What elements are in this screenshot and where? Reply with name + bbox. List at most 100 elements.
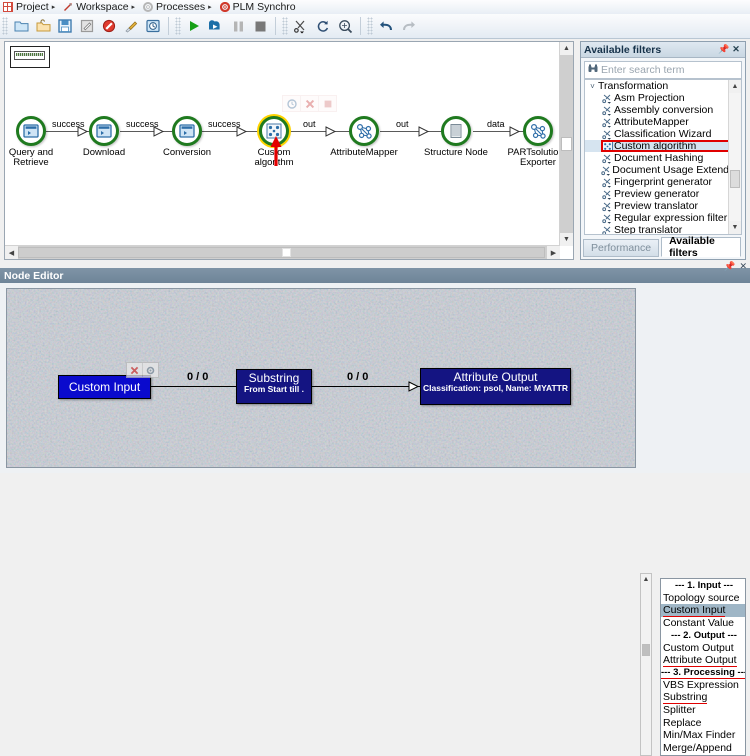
palette-item-merge-append[interactable]: Merge/Append: [661, 742, 745, 755]
scroll-right-icon[interactable]: ▶: [547, 246, 560, 259]
forbidden-icon[interactable]: [99, 16, 119, 36]
node-palette-list[interactable]: --- 1. Input --- Topology source Custom …: [660, 578, 746, 756]
close-icon[interactable]: ✕: [739, 261, 747, 271]
filter-search-box[interactable]: Enter search term: [584, 61, 742, 79]
scrollbar-thumb[interactable]: [730, 170, 740, 188]
redo-icon[interactable]: [398, 16, 418, 36]
delete-x-icon[interactable]: [127, 363, 143, 377]
clean-icon[interactable]: [121, 16, 141, 36]
stop-square-icon[interactable]: [319, 96, 336, 111]
palette-item-custom-input[interactable]: Custom Input: [661, 604, 745, 617]
run-icon[interactable]: [184, 16, 204, 36]
canvas-vertical-scrollbar[interactable]: ▲ ▼: [559, 42, 573, 246]
scroll-up-icon[interactable]: ▲: [560, 42, 573, 55]
process-node-attributemapper[interactable]: AttributeMapper: [327, 116, 401, 158]
filter-item-preview-translator[interactable]: Preview translator: [585, 200, 729, 212]
filter-item-assembly-conversion[interactable]: Assembly conversion: [585, 104, 729, 116]
node-editor-titlebar: Node Editor: [0, 268, 750, 283]
canvas-mini-node[interactable]: [10, 46, 50, 68]
filter-item-document-hashing[interactable]: Document Hashing: [585, 152, 729, 164]
palette-item-replace[interactable]: Replace: [661, 717, 745, 730]
edge-line: [46, 131, 102, 132]
node-editor-floating-toolbar[interactable]: [126, 362, 159, 378]
process-canvas-panel[interactable]: success success success out: [4, 41, 574, 260]
filter-item-custom-algorithm[interactable]: Custom algorithm: [585, 140, 729, 152]
available-filters-list[interactable]: ˅ Transformation Asm Projection Assembly…: [584, 79, 742, 235]
cut-icon[interactable]: [291, 16, 311, 36]
scrollbar-thumb[interactable]: [18, 247, 545, 258]
menu-item-plm-synchro[interactable]: PLM Synchro: [217, 0, 301, 14]
process-node-partsolutions-exporter[interactable]: PARTsolutions Exporter: [501, 116, 560, 168]
open-folder-icon[interactable]: [11, 16, 31, 36]
palette-item-constant-value[interactable]: Constant Value: [661, 617, 745, 630]
plm-synchro-icon: [219, 1, 230, 13]
filter-item-document-usage-extend[interactable]: Document Usage Extend: [585, 164, 729, 176]
edit-icon[interactable]: [77, 16, 97, 36]
canvas-horizontal-scrollbar[interactable]: ◀ ▶: [5, 245, 560, 259]
scroll-down-icon[interactable]: ▼: [729, 221, 741, 234]
filter-item-step-translator[interactable]: Step translator: [585, 224, 729, 234]
filter-item-attributemapper[interactable]: AttributeMapper: [585, 116, 729, 128]
filter-item-classification-wizard[interactable]: Classification Wizard: [585, 128, 729, 140]
delete-x-icon[interactable]: [301, 96, 319, 111]
filter-item-asm-projection[interactable]: Asm Projection: [585, 92, 729, 104]
palette-item-custom-output[interactable]: Custom Output: [661, 642, 745, 655]
palette-label: VBS Expression: [663, 679, 739, 692]
scroll-left-icon[interactable]: ◀: [5, 246, 18, 259]
filter-group-transformation[interactable]: ˅ Transformation: [585, 80, 729, 92]
toolbar-grip[interactable]: [367, 17, 373, 35]
close-icon[interactable]: ✕: [732, 44, 740, 54]
deploy-icon[interactable]: [206, 16, 226, 36]
node-editor-canvas-scrollbar[interactable]: ▲: [640, 573, 652, 756]
process-node-query-and-retrieve[interactable]: Query and Retrieve: [5, 116, 68, 168]
refresh-icon[interactable]: [313, 16, 333, 36]
node-editor-canvas[interactable]: 0 / 0 0 / 0 Custom Input Substring From …: [6, 288, 636, 468]
node-custom-input[interactable]: Custom Input: [58, 375, 151, 399]
filter-item-preview-generator[interactable]: Preview generator: [585, 188, 729, 200]
stop-icon[interactable]: [250, 16, 270, 36]
search-input[interactable]: Enter search term: [601, 64, 685, 76]
tab-available-filters[interactable]: Available filters: [661, 235, 741, 259]
node-editor-title: Node Editor: [4, 269, 64, 282]
filters-list-scrollbar[interactable]: ▲ ▼: [728, 80, 741, 234]
filter-item-regular-expression-filter[interactable]: Regular expression filter: [585, 212, 729, 224]
pause-icon[interactable]: [228, 16, 248, 36]
menu-item-project[interactable]: Project ▸: [0, 0, 60, 14]
chevron-down-icon[interactable]: ˅: [590, 81, 595, 91]
pin-icon[interactable]: 📌: [724, 261, 736, 271]
pin-icon[interactable]: 📌: [718, 44, 730, 54]
palette-item-substring[interactable]: Substring: [661, 691, 745, 705]
process-node-structure-node[interactable]: Structure Node: [419, 116, 493, 158]
palette-item-topology-source[interactable]: Topology source: [661, 592, 745, 605]
settings-gear-icon[interactable]: [143, 363, 158, 377]
node-substring[interactable]: Substring From Start till .: [236, 369, 312, 404]
save-icon[interactable]: [55, 16, 75, 36]
scrollbar-thumb[interactable]: [642, 644, 650, 656]
process-node-download[interactable]: Download: [67, 116, 141, 158]
toolbar-grip[interactable]: [282, 17, 288, 35]
tab-performance[interactable]: Performance: [583, 239, 660, 257]
menu-item-workspace[interactable]: Workspace ▸: [60, 0, 140, 14]
palette-item-min-max-finder[interactable]: Min/Max Finder: [661, 729, 745, 742]
node-attribute-output[interactable]: Attribute Output Classification: psol, N…: [420, 368, 571, 405]
inspect-icon[interactable]: [335, 16, 355, 36]
scroll-up-icon[interactable]: ▲: [642, 576, 650, 583]
time-icon[interactable]: [283, 96, 301, 111]
history-icon[interactable]: [143, 16, 163, 36]
menu-item-processes[interactable]: Processes ▸: [140, 0, 217, 14]
open-lock-icon[interactable]: [33, 16, 53, 36]
palette-item-attribute-output[interactable]: Attribute Output: [661, 654, 745, 667]
canvas-floating-toolbar[interactable]: [282, 95, 337, 112]
palette-item-splitter[interactable]: Splitter: [661, 704, 745, 717]
toolbar-grip[interactable]: [2, 17, 8, 35]
palette-item-vbs-expression[interactable]: VBS Expression: [661, 679, 745, 692]
process-canvas[interactable]: success success success out: [5, 42, 560, 246]
scrollbar-thumb[interactable]: [561, 137, 572, 151]
toolbar-grip[interactable]: [175, 17, 181, 35]
scroll-up-icon[interactable]: ▲: [729, 80, 741, 93]
undo-icon[interactable]: [376, 16, 396, 36]
process-node-conversion[interactable]: Conversion: [150, 116, 224, 158]
edge-arrow-icon: [153, 126, 165, 137]
filter-item-fingerprint-generator[interactable]: Fingerprint generator: [585, 176, 729, 188]
scroll-down-icon[interactable]: ▼: [560, 233, 573, 246]
